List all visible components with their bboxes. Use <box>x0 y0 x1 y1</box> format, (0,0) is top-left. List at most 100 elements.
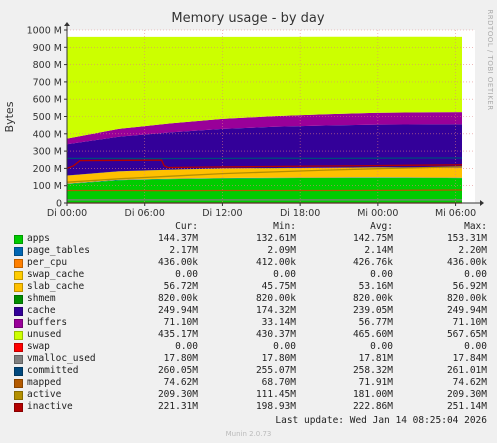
legend-cur-value: 0.00 <box>175 269 198 280</box>
legend-series-name: apps <box>27 233 50 244</box>
legend-header-max: Max: <box>464 221 487 232</box>
legend-series-name: inactive <box>27 401 73 412</box>
y-tick-label: 600 M <box>33 95 62 106</box>
area-slab-cache <box>67 167 462 184</box>
legend-min-value: 33.14M <box>261 317 296 328</box>
legend-avg-value: 71.91M <box>358 377 393 388</box>
legend-avg-value: 258.32M <box>352 365 393 376</box>
legend-max-value: 261.01M <box>446 365 487 376</box>
legend-cur-value: 436.00k <box>157 257 198 268</box>
legend-avg-value: 17.81M <box>358 353 393 364</box>
y-tick-label: 500 M <box>33 112 62 123</box>
axes: 0 100 M 200 M 300 M 400 M 500 M 600 M 700 M 800 … <box>27 22 484 219</box>
legend-cur-value: 17.80M <box>163 353 198 364</box>
x-tick-label: Di 00:00 <box>47 208 87 219</box>
legend-header-avg: Avg: <box>370 221 393 232</box>
legend-min-value: 111.45M <box>255 389 296 400</box>
x-tick-label: Mi 06:00 <box>435 208 476 219</box>
legend-avg-value: 53.16M <box>358 281 393 292</box>
legend-row-mapped: mapped 74.62M 68.70M 71.91M 74.62M <box>0 377 497 389</box>
last-update: Last update: Wed Jan 14 08:25:04 2026 <box>275 415 487 426</box>
legend-avg-value: 820.00k <box>352 293 393 304</box>
legend-row-page-tables: page_tables 2.17M 2.09M 2.14M 2.20M <box>0 245 497 257</box>
legend-max-value: 153.31M <box>446 233 487 244</box>
legend-row-buffers: buffers 71.10M 33.14M 56.77M 71.10M <box>0 317 497 329</box>
y-tick-label: 700 M <box>33 77 62 88</box>
line-committed <box>67 157 462 160</box>
legend-cur-value: 74.62M <box>163 377 198 388</box>
legend-swatch <box>14 331 23 340</box>
legend: Cur: Min: Avg: Max: apps 144.37M 132.61M 14… <box>0 221 497 413</box>
legend-series-name: swap_cache <box>27 269 85 280</box>
legend-min-value: 68.70M <box>261 377 296 388</box>
legend-min-value: 2.09M <box>267 245 296 256</box>
area-unused <box>67 36 462 139</box>
y-tick-label: 800 M <box>33 60 62 71</box>
legend-max-value: 2.20M <box>458 245 487 256</box>
legend-max-value: 17.84M <box>452 353 487 364</box>
legend-cur-value: 144.37M <box>157 233 198 244</box>
legend-row-shmem: shmem 820.00k 820.00k 820.00k 820.00k <box>0 293 497 305</box>
legend-avg-value: 56.77M <box>358 317 393 328</box>
legend-max-value: 209.30M <box>446 389 487 400</box>
legend-header: Cur: Min: Avg: Max: <box>0 221 497 233</box>
legend-row-committed: committed 260.05M 255.07M 258.32M 261.01M <box>0 365 497 377</box>
legend-avg-value: 222.86M <box>352 401 393 412</box>
y-tick-label: 100 M <box>33 181 62 192</box>
legend-cur-value: 71.10M <box>163 317 198 328</box>
legend-min-value: 174.32M <box>255 305 296 316</box>
legend-row-inactive: inactive 221.31M 198.93M 222.86M 251.14M <box>0 401 497 413</box>
legend-cur-value: 820.00k <box>157 293 198 304</box>
legend-series-name: buffers <box>27 317 68 328</box>
legend-swatch <box>14 247 23 256</box>
legend-row-cache: cache 249.94M 174.32M 239.05M 249.94M <box>0 305 497 317</box>
legend-swatch <box>14 367 23 376</box>
legend-max-value: 567.65M <box>446 329 487 340</box>
legend-avg-value: 426.76k <box>352 257 393 268</box>
legend-cur-value: 56.72M <box>163 281 198 292</box>
legend-swatch <box>14 307 23 316</box>
legend-avg-value: 465.60M <box>352 329 393 340</box>
legend-max-value: 71.10M <box>452 317 487 328</box>
legend-max-value: 249.94M <box>446 305 487 316</box>
legend-row-swap-cache: swap_cache 0.00 0.00 0.00 0.00 <box>0 269 497 281</box>
legend-cur-value: 2.17M <box>169 245 198 256</box>
x-axis-arrow <box>480 200 484 206</box>
legend-swatch <box>14 379 23 388</box>
legend-row-vmalloc-used: vmalloc_used 17.80M 17.80M 17.81M 17.84M <box>0 353 497 365</box>
legend-series-name: slab_cache <box>27 281 85 292</box>
legend-row-swap: swap 0.00 0.00 0.00 0.00 <box>0 341 497 353</box>
legend-avg-value: 0.00 <box>370 269 393 280</box>
legend-max-value: 0.00 <box>464 341 487 352</box>
legend-cur-value: 221.31M <box>157 401 198 412</box>
line-inactive <box>66 159 463 170</box>
legend-swatch <box>14 391 23 400</box>
legend-series-name: unused <box>27 329 62 340</box>
legend-avg-value: 0.00 <box>370 341 393 352</box>
legend-series-name: shmem <box>27 293 56 304</box>
y-tick-label: 200 M <box>33 164 62 175</box>
y-tick-label: 1000 M <box>27 26 62 37</box>
area-buffers <box>67 112 462 145</box>
legend-cur-value: 209.30M <box>157 389 198 400</box>
legend-min-value: 45.75M <box>261 281 296 292</box>
legend-min-value: 412.00k <box>255 257 296 268</box>
legend-series-name: cache <box>27 305 56 316</box>
legend-header-min: Min: <box>273 221 296 232</box>
legend-max-value: 251.14M <box>446 401 487 412</box>
legend-min-value: 820.00k <box>255 293 296 304</box>
rrdtool-credit: RRDTOOL / TOBI OETIKER <box>486 9 494 110</box>
area-page-tables <box>67 177 462 184</box>
legend-swatch <box>14 355 23 364</box>
legend-cur-value: 249.94M <box>157 305 198 316</box>
munin-version: Munin 2.0.73 <box>225 430 272 438</box>
legend-swatch <box>14 283 23 292</box>
legend-min-value: 198.93M <box>255 401 296 412</box>
memory-chart: Memory usage - by day Bytes RRDTOOL / TO… <box>0 0 497 221</box>
legend-cur-value: 260.05M <box>157 365 198 376</box>
legend-avg-value: 142.75M <box>352 233 393 244</box>
legend-rows: apps 144.37M 132.61M 142.75M 153.31M page_tab… <box>0 233 497 413</box>
y-tick-label: 900 M <box>33 43 62 54</box>
legend-max-value: 74.62M <box>452 377 487 388</box>
legend-swatch <box>14 295 23 304</box>
